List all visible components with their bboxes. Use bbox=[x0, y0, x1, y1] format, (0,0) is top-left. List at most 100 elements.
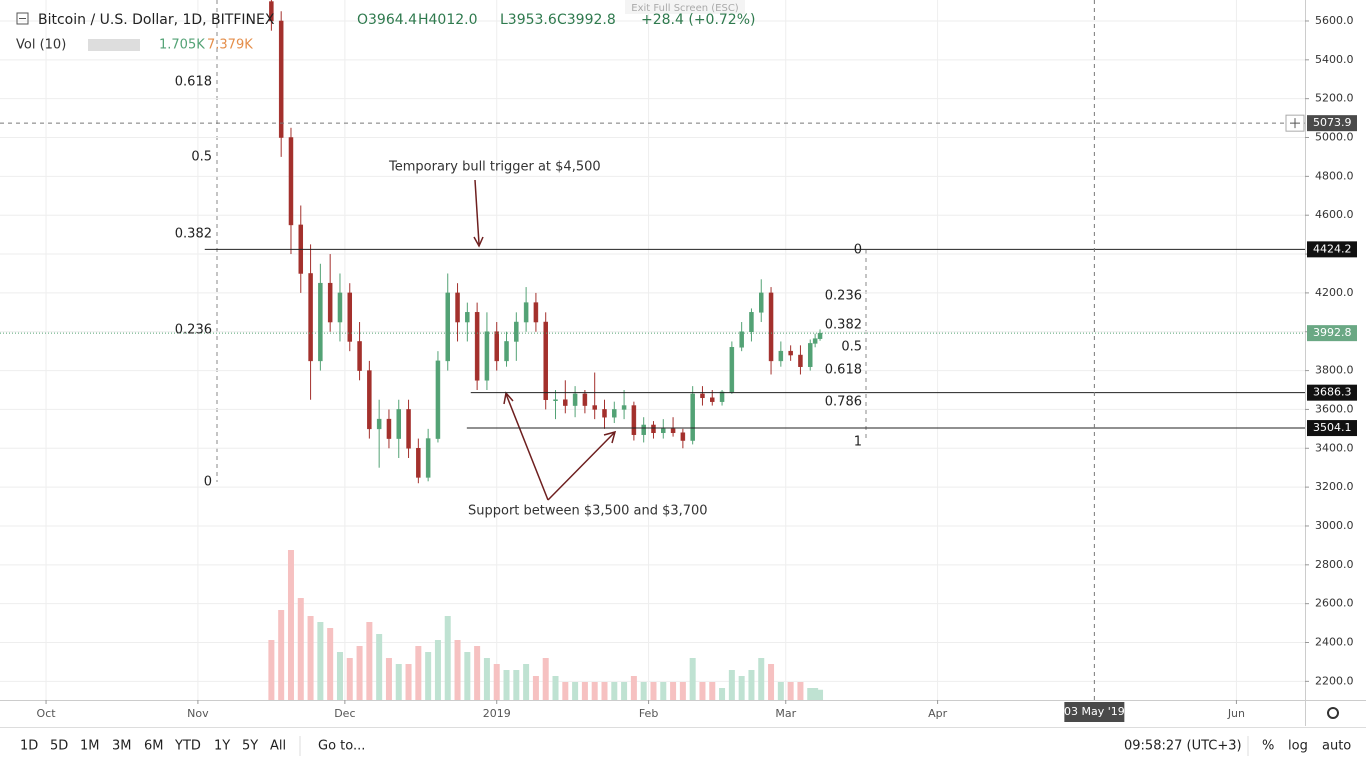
date-tag-label: 03 May '19 bbox=[1064, 705, 1125, 718]
volume-bar bbox=[287, 550, 294, 700]
candle-body bbox=[563, 399, 568, 406]
volume-bar bbox=[454, 640, 461, 700]
candle-body bbox=[749, 312, 754, 332]
volume-title: Vol (10) bbox=[16, 38, 66, 53]
volume-bar bbox=[376, 634, 383, 700]
volume-bar bbox=[758, 658, 765, 700]
volume-bar bbox=[278, 610, 285, 700]
symbol-title[interactable]: Bitcoin / U.S. Dollar, 1D, BITFINEX bbox=[38, 12, 275, 28]
volume-bar bbox=[728, 670, 735, 700]
candle-body bbox=[455, 292, 460, 323]
volume-bar bbox=[474, 646, 481, 700]
volume-bar bbox=[395, 664, 402, 700]
volume-bar bbox=[650, 682, 657, 700]
range-button[interactable]: All bbox=[270, 739, 286, 754]
candle-body bbox=[376, 418, 382, 430]
candle-layer bbox=[269, 0, 823, 484]
volume-bar bbox=[689, 658, 696, 700]
volume-layer bbox=[268, 550, 824, 700]
fib-label: 0.618 bbox=[825, 363, 862, 378]
candle-body bbox=[347, 292, 353, 342]
price-tag-label: 3504.1 bbox=[1313, 421, 1352, 434]
fib-label: 0.5 bbox=[841, 339, 862, 354]
candle-body bbox=[788, 350, 793, 356]
ohlc-value: H4012.0 bbox=[418, 12, 478, 28]
range-button[interactable]: YTD bbox=[174, 739, 201, 754]
ohlc-value: +28.4 (+0.72%) bbox=[641, 12, 755, 28]
fib-label: 0.786 bbox=[825, 395, 862, 410]
y-tick-label: 3800.0 bbox=[1315, 364, 1354, 377]
fib-label: 0.382 bbox=[825, 317, 862, 332]
range-button[interactable]: 3M bbox=[112, 739, 132, 754]
volume-bar bbox=[327, 628, 334, 700]
range-button[interactable]: 1Y bbox=[214, 739, 230, 754]
candle-body bbox=[602, 409, 607, 418]
range-button[interactable]: 1D bbox=[20, 739, 38, 754]
y-tick-label: 2400.0 bbox=[1315, 636, 1354, 649]
candle-body bbox=[386, 418, 392, 439]
volume-bar bbox=[562, 682, 569, 700]
fib-label: 0.236 bbox=[825, 289, 862, 304]
candle-body bbox=[435, 360, 441, 439]
volume-bar bbox=[601, 682, 608, 700]
x-tick-label: Apr bbox=[928, 707, 948, 720]
volume-bar bbox=[630, 676, 637, 700]
volume-bar bbox=[405, 664, 412, 700]
candle-body bbox=[504, 341, 509, 362]
arrow bbox=[547, 432, 615, 501]
x-tick-label: Jun bbox=[1227, 707, 1245, 720]
range-button[interactable]: 5D bbox=[50, 739, 68, 754]
y-tick-label: 3400.0 bbox=[1315, 441, 1354, 454]
volume-bar bbox=[640, 682, 647, 700]
volume-bar bbox=[336, 652, 343, 700]
volume-bar bbox=[415, 646, 422, 700]
volume-bar bbox=[709, 682, 716, 700]
price-tag-label: 4424.2 bbox=[1313, 242, 1352, 255]
volume-bar bbox=[621, 682, 628, 700]
plus-icon bbox=[1290, 118, 1300, 129]
candle-body bbox=[406, 409, 411, 449]
candle-body bbox=[396, 409, 401, 439]
candle-body bbox=[327, 282, 333, 323]
range-button[interactable]: 1M bbox=[80, 739, 100, 754]
y-tick-label: 4200.0 bbox=[1315, 286, 1354, 299]
candle-body bbox=[523, 302, 529, 323]
volume-bar bbox=[366, 622, 373, 700]
x-tick-label: Oct bbox=[37, 707, 57, 720]
indicator-buttons[interactable] bbox=[88, 39, 140, 51]
x-tick-label: Mar bbox=[775, 707, 796, 720]
range-button[interactable]: 5Y bbox=[242, 739, 258, 754]
exit-button-bg[interactable] bbox=[625, 0, 745, 14]
volume-bar bbox=[581, 682, 588, 700]
price-tag bbox=[1307, 241, 1357, 258]
candle-body bbox=[700, 393, 705, 399]
volume-bar bbox=[307, 616, 314, 700]
annotation: Support between $3,500 and $3,700 bbox=[468, 504, 708, 519]
candle-body bbox=[807, 343, 813, 367]
candle-body bbox=[641, 424, 646, 435]
candle-body bbox=[798, 354, 803, 367]
volume-bar bbox=[738, 676, 745, 700]
range-button[interactable]: 6M bbox=[144, 739, 164, 754]
volume-bar bbox=[493, 664, 500, 700]
collapse-icon[interactable] bbox=[16, 12, 29, 25]
candle-body bbox=[729, 347, 735, 393]
volume-bar bbox=[297, 598, 304, 700]
fib-label: 0 bbox=[854, 242, 862, 257]
scale-option[interactable]: % bbox=[1262, 739, 1274, 754]
settings-icon[interactable] bbox=[1327, 707, 1339, 719]
candle-body bbox=[318, 282, 323, 362]
exit-fullscreen[interactable]: Exit Full Screen (ESC) bbox=[631, 3, 739, 14]
goto-button[interactable]: Go to... bbox=[318, 739, 365, 754]
volume-bar bbox=[748, 670, 755, 700]
candle-body bbox=[680, 432, 686, 441]
fib-label: 0 bbox=[204, 474, 212, 489]
candle-body bbox=[533, 302, 539, 323]
volume-bar bbox=[503, 670, 510, 700]
candle-body bbox=[357, 341, 362, 371]
volume-bar bbox=[425, 652, 432, 700]
scale-option[interactable]: log bbox=[1288, 739, 1308, 754]
scale-option[interactable]: auto bbox=[1322, 739, 1351, 754]
volume-bar bbox=[542, 658, 549, 700]
